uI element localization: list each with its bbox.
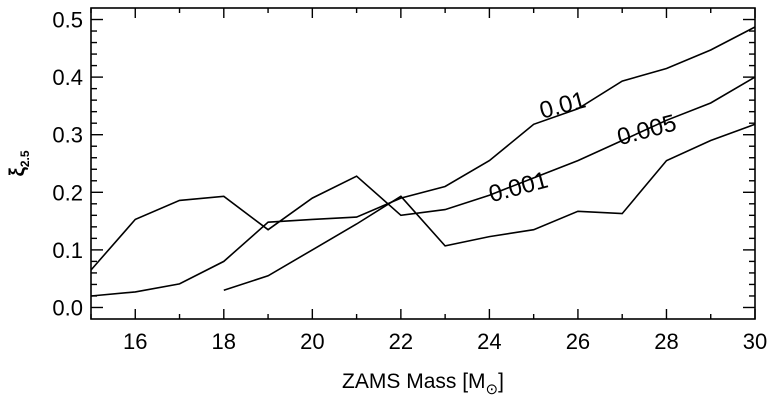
series-labels: 0.01 0.005 0.001 xyxy=(486,86,679,208)
plot-frame xyxy=(90,7,756,320)
series-label-0.001: 0.001 xyxy=(486,167,551,209)
x-tick-label: 26 xyxy=(566,329,590,354)
y-tick-label: 0.2 xyxy=(52,180,83,205)
x-tick-label: 16 xyxy=(123,329,147,354)
y-axis-title: ξ2.5 xyxy=(6,150,32,176)
y-axis-title-symbol: ξ xyxy=(6,167,29,177)
x-tick-label: 30 xyxy=(743,329,767,354)
series-label-0.01: 0.01 xyxy=(537,86,589,124)
solar-symbol: ⊙ xyxy=(486,381,499,398)
y-tick-label: 0.5 xyxy=(52,8,83,33)
series-line-0.01 xyxy=(90,26,756,297)
series-lines xyxy=(90,26,756,297)
y-tick-label: 0.3 xyxy=(52,123,83,148)
y-axis-title-subscript: 2.5 xyxy=(18,150,32,167)
x-tick-label: 20 xyxy=(300,329,324,354)
x-axis-ticks: 16 18 20 22 24 26 28 30 xyxy=(90,8,767,354)
x-tick-label: 24 xyxy=(477,329,501,354)
x-tick-label: 28 xyxy=(654,329,678,354)
series-line-0.001 xyxy=(223,123,756,291)
series-label-0.005: 0.005 xyxy=(614,110,679,152)
x-axis-title: ZAMS Mass [M⊙] xyxy=(342,370,504,398)
y-tick-label: 0.4 xyxy=(52,65,83,90)
x-tick-label: 18 xyxy=(212,329,236,354)
y-tick-label: 0.0 xyxy=(52,295,83,320)
x-tick-label: 22 xyxy=(389,329,413,354)
series-line-0.005 xyxy=(90,76,756,271)
y-axis-ticks: 0.0 0.1 0.2 0.3 0.4 0.5 xyxy=(52,8,755,320)
x-axis-title-text: ZAMS Mass [M xyxy=(342,370,486,393)
x-axis-title-close: ] xyxy=(498,370,504,393)
y-tick-label: 0.1 xyxy=(52,238,83,263)
